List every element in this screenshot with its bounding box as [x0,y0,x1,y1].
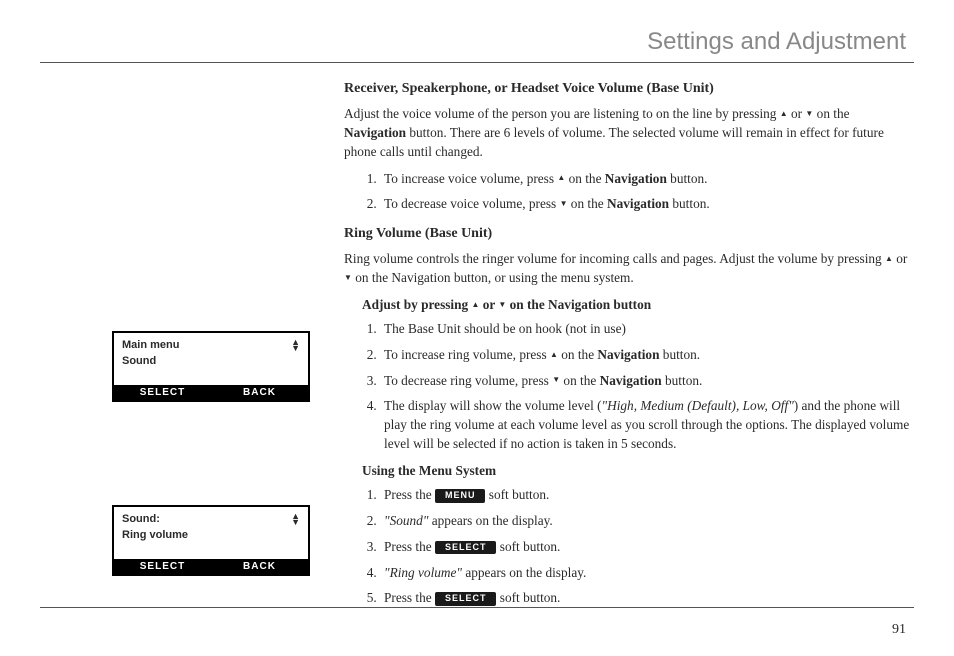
bold-navigation: Navigation [607,196,669,211]
lcd-footer: SELECT BACK [114,385,308,400]
rule-bottom [40,607,914,608]
text: or [893,251,907,266]
text: on the [560,373,600,388]
content-columns: Main menu Sound ▲ ▼ SELECT BACK Sound: R… [40,77,914,615]
lcd-line1: Sound: [122,513,300,525]
list-item: Press the MENU soft button. [380,486,914,505]
triangle-down-icon: ▼ [291,517,300,527]
text: button. [669,196,710,211]
triangle-down-icon: ▼ [805,110,813,118]
lcd-line1: Main menu [122,339,300,351]
text: appears on the display. [462,565,586,580]
lcd-line2: Ring volume [122,529,300,541]
text: on the [813,106,849,121]
italic-levels: "High, Medium (Default), Low, Off" [602,398,794,413]
triangle-down-icon: ▼ [344,274,352,282]
lcd-soft-left: SELECT [114,559,211,574]
text: on the Navigation button, or using the m… [352,270,634,285]
text: Press the [384,539,435,554]
lcd-screen-sound: Sound: Ring volume ▲ ▼ SELECT BACK [112,505,310,576]
para-ring-intro: Ring volume controls the ringer volume f… [344,250,914,288]
ring-menu-steps: Press the MENU soft button. "Sound" appe… [344,486,914,608]
text: appears on the display. [428,513,552,528]
lcd-soft-left: SELECT [114,385,211,400]
list-item: The display will show the volume level (… [380,397,914,454]
subheading-adjust-nav: Adjust by pressing ▲ or ▼ on the Navigat… [344,296,914,315]
list-item: The Base Unit should be on hook (not in … [380,320,914,339]
lcd-line2: Sound [122,355,300,367]
para-voice-intro: Adjust the voice volume of the person yo… [344,105,914,162]
triangle-up-icon: ▲ [885,255,893,263]
menu-button-icon: MENU [435,489,486,503]
list-item: To decrease ring volume, press ▼ on the … [380,372,914,391]
list-item: "Ring volume" appears on the display. [380,564,914,583]
text: on the [565,171,605,186]
ring-nav-steps: The Base Unit should be on hook (not in … [344,320,914,454]
triangle-down-icon: ▼ [560,200,568,208]
bold-navigation: Navigation [597,347,659,362]
page-title: Settings and Adjustment [40,28,914,56]
lcd-body: Main menu Sound ▲ ▼ [114,333,308,385]
voice-steps-list: To increase voice volume, press ▲ on the… [344,170,914,215]
list-item: Press the SELECT soft button. [380,589,914,608]
text: on the [567,196,607,211]
triangle-up-icon: ▲ [557,174,565,182]
text: Adjust by pressing [362,297,472,312]
lcd-screen-main-menu: Main menu Sound ▲ ▼ SELECT BACK [112,331,310,402]
lcd-soft-right: BACK [211,385,308,400]
updown-icon: ▲ ▼ [291,513,300,526]
lcd-soft-right: BACK [211,559,308,574]
text: button. [667,171,708,186]
updown-icon: ▲ ▼ [291,339,300,352]
bold-navigation: Navigation [605,171,667,186]
rule-top [40,62,914,63]
text: soft button. [496,539,560,554]
text: To increase ring volume, press [384,347,550,362]
triangle-down-icon: ▼ [291,343,300,353]
text: button. [662,373,703,388]
triangle-up-icon: ▲ [472,301,480,309]
bold-navigation: Navigation [344,125,406,140]
text: To increase voice volume, press [384,171,557,186]
text: on the [558,347,598,362]
list-item: "Sound" appears on the display. [380,512,914,531]
text: button. There are 6 levels of volume. Th… [344,125,884,159]
text: Press the [384,590,435,605]
text: Ring volume controls the ringer volume f… [344,251,885,266]
list-item: To decrease voice volume, press ▼ on the… [380,195,914,214]
lcd-footer: SELECT BACK [114,559,308,574]
triangle-down-icon: ▼ [552,376,560,384]
manual-page: Settings and Adjustment Main menu Sound … [0,0,954,656]
heading-ring-volume: Ring Volume (Base Unit) [344,224,914,244]
left-column: Main menu Sound ▲ ▼ SELECT BACK Sound: R… [40,77,320,615]
text: button. [659,347,700,362]
list-item: Press the SELECT soft button. [380,538,914,557]
select-button-icon: SELECT [435,541,497,555]
page-number: 91 [892,622,906,638]
text: or [788,106,806,121]
italic-ring-volume: "Ring volume" [384,565,462,580]
text: To decrease voice volume, press [384,196,560,211]
heading-voice-volume: Receiver, Speakerphone, or Headset Voice… [344,79,914,99]
lcd-body: Sound: Ring volume ▲ ▼ [114,507,308,559]
text: To decrease ring volume, press [384,373,552,388]
triangle-up-icon: ▲ [550,351,558,359]
bold-navigation: Navigation [600,373,662,388]
text: The display will show the volume level ( [384,398,602,413]
text: soft button. [496,590,560,605]
select-button-icon: SELECT [435,592,497,606]
triangle-up-icon: ▲ [780,110,788,118]
text: Adjust the voice volume of the person yo… [344,106,780,121]
text: or [479,297,498,312]
subheading-menu-system: Using the Menu System [344,462,914,481]
italic-sound: "Sound" [384,513,428,528]
text: on the Navigation button [506,297,651,312]
list-item: To increase voice volume, press ▲ on the… [380,170,914,189]
text: soft button. [485,487,549,502]
text: Press the [384,487,435,502]
list-item: To increase ring volume, press ▲ on the … [380,346,914,365]
triangle-down-icon: ▼ [498,301,506,309]
right-column: Receiver, Speakerphone, or Headset Voice… [344,77,914,615]
